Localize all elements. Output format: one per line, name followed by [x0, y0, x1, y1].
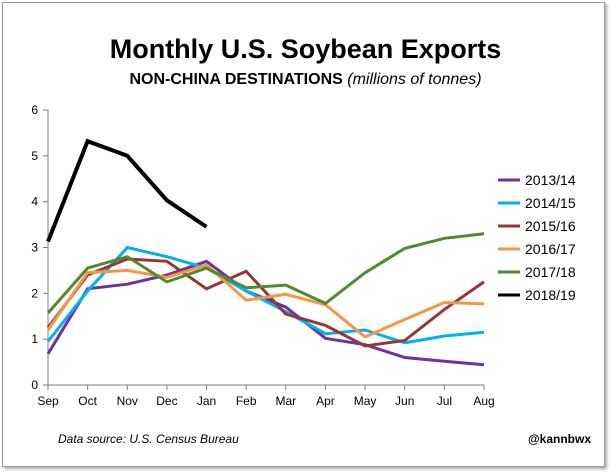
legend-label: 2017/18 — [525, 264, 576, 280]
y-tick-label: 1 — [31, 332, 38, 346]
x-tick-label: Apr — [316, 394, 335, 408]
series-line-2016-17 — [46, 263, 485, 339]
chart-frame — [2, 2, 605, 467]
x-tick-label: May — [354, 394, 377, 408]
series-line-2018-19 — [46, 138, 208, 243]
y-tick-label: 6 — [31, 103, 38, 117]
x-tick-label: Nov — [117, 394, 138, 408]
y-tick-label: 2 — [31, 286, 38, 300]
chart-subtitle: NON-CHINA DESTINATIONS (millions of tonn… — [0, 71, 611, 89]
x-tick-label: Sep — [37, 394, 59, 408]
series-line-2014-15 — [46, 245, 485, 345]
legend-label: 2014/15 — [525, 195, 576, 211]
x-tick-label: Mar — [275, 394, 296, 408]
x-tick-label: Oct — [78, 394, 97, 408]
chart-title: Monthly U.S. Soybean Exports — [109, 34, 502, 64]
x-tick-label: Jan — [197, 394, 216, 408]
chart-subtitle-units: (millions of tonnes) — [347, 71, 482, 88]
legend-label: 2013/14 — [525, 172, 576, 188]
legend-label: 2015/16 — [525, 218, 576, 234]
series-line-2017-18 — [46, 232, 485, 314]
x-tick-label: Jul — [437, 394, 452, 408]
x-tick-label: Dec — [156, 394, 177, 408]
x-tick-label: Aug — [473, 394, 494, 408]
data-source-note: Data source: U.S. Census Bureau — [58, 432, 239, 446]
author-handle: @kannbwx — [527, 432, 591, 446]
series-line-2015-16 — [46, 257, 485, 348]
x-tick-label: Jun — [395, 394, 414, 408]
series-line-2013-14 — [46, 259, 485, 367]
x-tick-label: Feb — [236, 394, 257, 408]
legend-label: 2018/19 — [525, 287, 576, 303]
y-tick-label: 3 — [31, 241, 38, 255]
y-tick-label: 4 — [31, 195, 38, 209]
chart-subtitle-main: NON-CHINA DESTINATIONS — [129, 71, 343, 88]
y-tick-label: 0 — [31, 378, 38, 392]
legend-label: 2016/17 — [525, 241, 576, 257]
y-tick-label: 5 — [31, 149, 38, 163]
